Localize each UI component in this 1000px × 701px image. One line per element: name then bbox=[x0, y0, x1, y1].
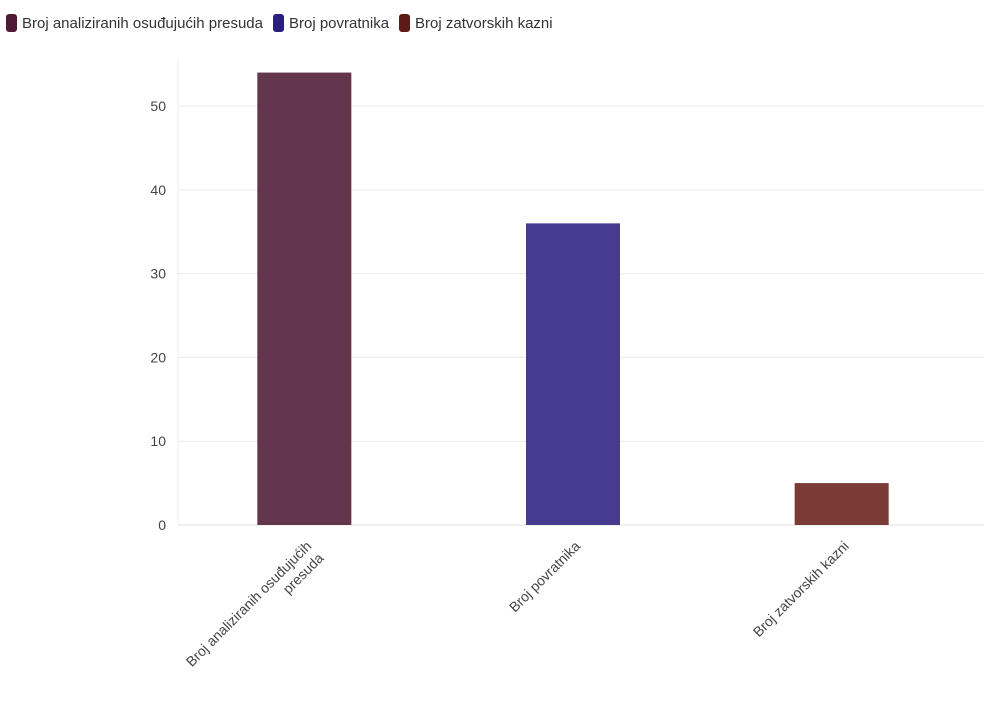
legend-label: Broj zatvorskih kazni bbox=[415, 14, 553, 32]
y-tick-label: 50 bbox=[150, 98, 166, 114]
legend-label: Broj povratnika bbox=[288, 14, 390, 32]
y-tick-label: 40 bbox=[150, 182, 166, 198]
x-tick-label: Broj povratnika bbox=[506, 538, 583, 615]
legend-item-povratnici[interactable]: Broj povratnika bbox=[272, 14, 390, 32]
y-tick-label: 30 bbox=[150, 266, 166, 282]
bar[interactable] bbox=[794, 483, 889, 525]
y-tick-label: 10 bbox=[150, 433, 166, 449]
bar[interactable] bbox=[257, 72, 352, 525]
legend-swatch bbox=[6, 14, 17, 32]
legend-label: Broj analiziranih osuđujućih presuda bbox=[22, 14, 263, 32]
x-tick-label-line: Broj povratnika bbox=[506, 538, 583, 615]
y-axis: 0 10 20 30 40 50 bbox=[150, 98, 166, 533]
legend-item-kazne[interactable]: Broj zatvorskih kazni bbox=[399, 14, 553, 32]
legend-item-presude[interactable]: Broj analiziranih osuđujućih presuda bbox=[6, 14, 263, 32]
legend: Broj analiziranih osuđujućih presuda Bro… bbox=[6, 14, 553, 32]
y-tick-label: 0 bbox=[158, 517, 166, 533]
legend-swatch bbox=[272, 14, 284, 32]
bars bbox=[257, 72, 889, 526]
y-tick-label: 20 bbox=[150, 349, 166, 365]
bar[interactable] bbox=[526, 223, 620, 526]
x-tick-label-line: Broj analiziranih osuđujućih bbox=[183, 538, 315, 670]
legend-swatch bbox=[399, 14, 411, 32]
x-tick-label: Broj zatvorskih kazni bbox=[750, 538, 852, 640]
x-tick-label-line: Broj zatvorskih kazni bbox=[750, 538, 852, 640]
